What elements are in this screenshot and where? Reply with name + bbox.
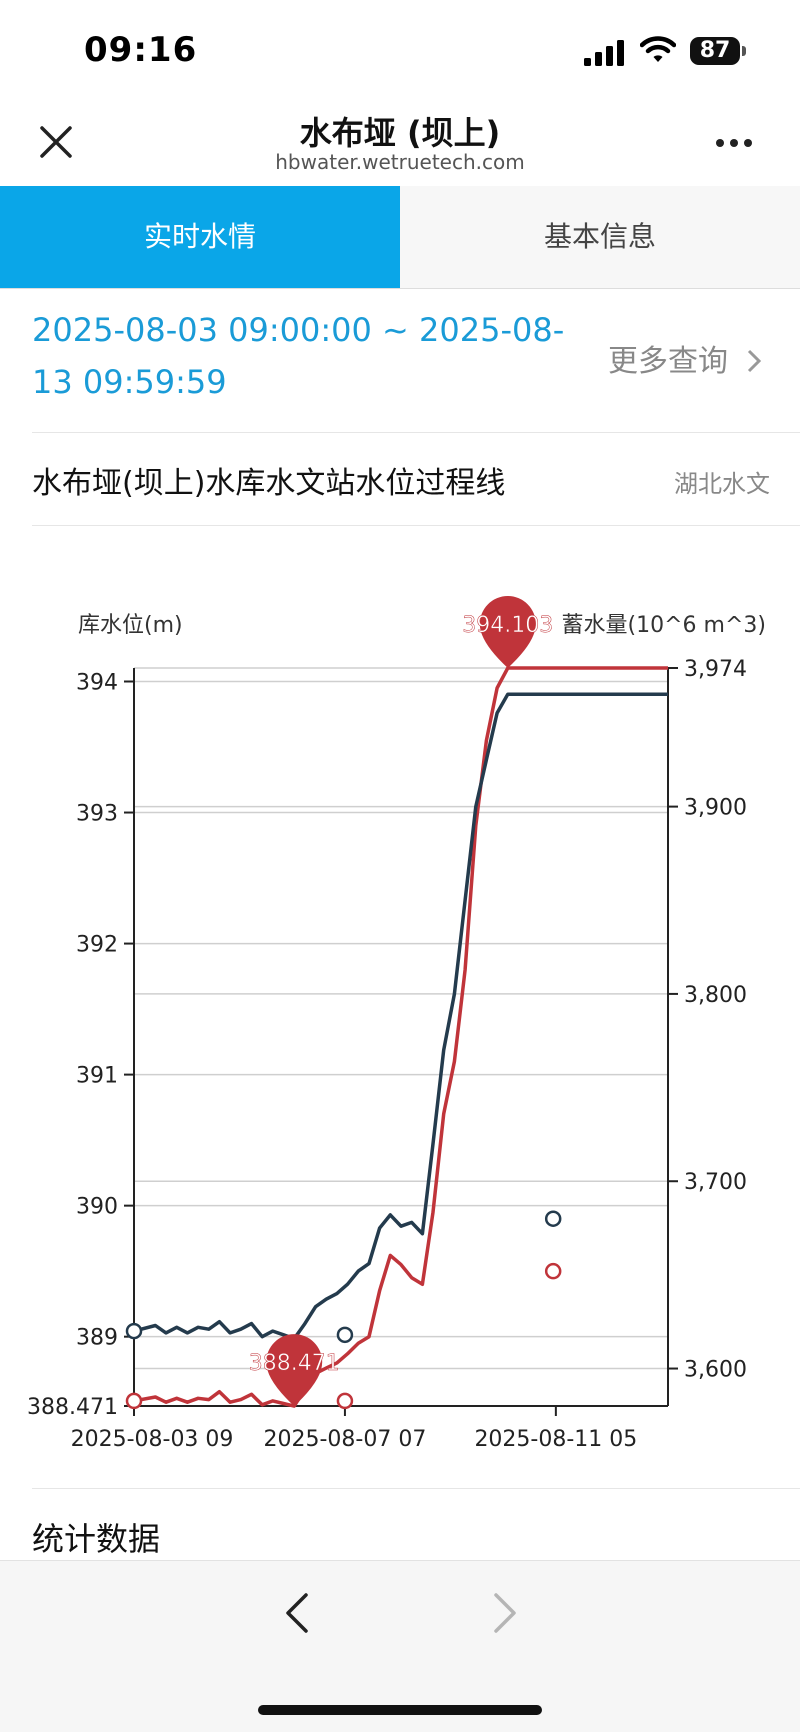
divider [32, 432, 800, 433]
y-tick-label-left: 392 [76, 933, 118, 958]
data-point-marker [336, 1326, 354, 1344]
tab-basic-info[interactable]: 基本信息 [400, 186, 800, 288]
tab-realtime[interactable]: 实时水情 [0, 186, 400, 288]
y-tick-label-right: 3,700 [684, 1170, 747, 1195]
status-time: 09:16 [84, 30, 198, 70]
water-level-chart: 库水位(m) 蓄水量(10^6 m^3) 388.471 389 390 391 392… [27, 596, 766, 1452]
battery-tip [742, 46, 746, 56]
x-tick-label: 2025-08-11 05 [474, 1427, 637, 1452]
series-line-0 [133, 666, 668, 1408]
y-tick-label-left: 391 [76, 1064, 118, 1089]
dot-icon [744, 139, 752, 147]
data-point-marker [544, 1262, 562, 1280]
chart-source: 湖北水文 [674, 470, 770, 498]
more-query-label: 更多查询 [608, 344, 728, 379]
more-query-link[interactable]: 更多查询 [608, 336, 762, 380]
right-axis-label: 蓄水量(10^6 m^3) [562, 613, 766, 638]
y-tick-label-right: 3,600 [684, 1358, 747, 1383]
pin-shape [266, 1334, 323, 1407]
back-button[interactable] [282, 1591, 312, 1635]
x-tick-label: 2025-08-03 09 [71, 1427, 234, 1452]
y-tick-label-left: 394 [76, 670, 118, 695]
left-axis-label: 库水位(m) [78, 613, 183, 638]
y-tick-label-left: 389 [76, 1326, 118, 1351]
battery-indicator: 87 [690, 37, 740, 65]
stats-title: 统计数据 [32, 1520, 161, 1558]
y-tick-label-right: 3,800 [684, 983, 747, 1008]
chart-title: 水布垭(坝上)水库水文站水位过程线 [32, 466, 506, 501]
y-tick-label-left: 388.471 [27, 1395, 118, 1420]
wifi-icon [640, 36, 676, 62]
y-tick-label-right: 3,900 [684, 796, 747, 821]
page-domain: hbwater.wetruetech.com [275, 150, 525, 174]
dot-icon [716, 139, 724, 147]
close-button[interactable] [34, 120, 78, 164]
forward-button[interactable] [490, 1591, 520, 1635]
divider [32, 1488, 800, 1489]
home-indicator [258, 1705, 542, 1715]
signal-icon [584, 40, 624, 66]
more-options-button[interactable] [716, 132, 766, 152]
data-point-marker [336, 1392, 354, 1410]
y-tick-label-left: 393 [76, 802, 118, 827]
tab-bar: 实时水情 基本信息 [0, 186, 800, 289]
divider [32, 525, 800, 526]
dot-icon [730, 139, 738, 147]
data-point-marker [125, 1322, 143, 1340]
data-point-marker [125, 1392, 143, 1410]
date-range-line2: 13 09:59:59 [32, 363, 227, 401]
date-range[interactable]: 2025-08-03 09:00:00 ~ 2025-08- 13 09:59:… [32, 304, 592, 408]
pin-label: 388.471 [249, 1351, 340, 1376]
date-range-line1: 2025-08-03 09:00:00 ~ 2025-08- [32, 311, 565, 349]
data-point-marker [544, 1210, 562, 1227]
chevron-right-icon [747, 349, 761, 373]
status-bar: 09:16 87 [0, 0, 800, 100]
x-tick-label: 2025-08-07 07 [264, 1427, 427, 1452]
pin-shape [479, 596, 536, 668]
nav-bar: 水布垭 (坝上) hbwater.wetruetech.com [0, 100, 800, 186]
bottom-toolbar [0, 1560, 800, 1732]
max-value-pin: 394.103 [462, 596, 554, 668]
pin-label: 394.103 [462, 613, 553, 638]
page-title: 水布垭 (坝上) [299, 114, 501, 152]
series-line-1 [133, 692, 668, 1341]
min-value-pin: 388.471 [248, 1334, 340, 1407]
y-tick-label-left: 390 [76, 1195, 118, 1220]
y-tick-label-right: 3,974 [684, 657, 747, 682]
